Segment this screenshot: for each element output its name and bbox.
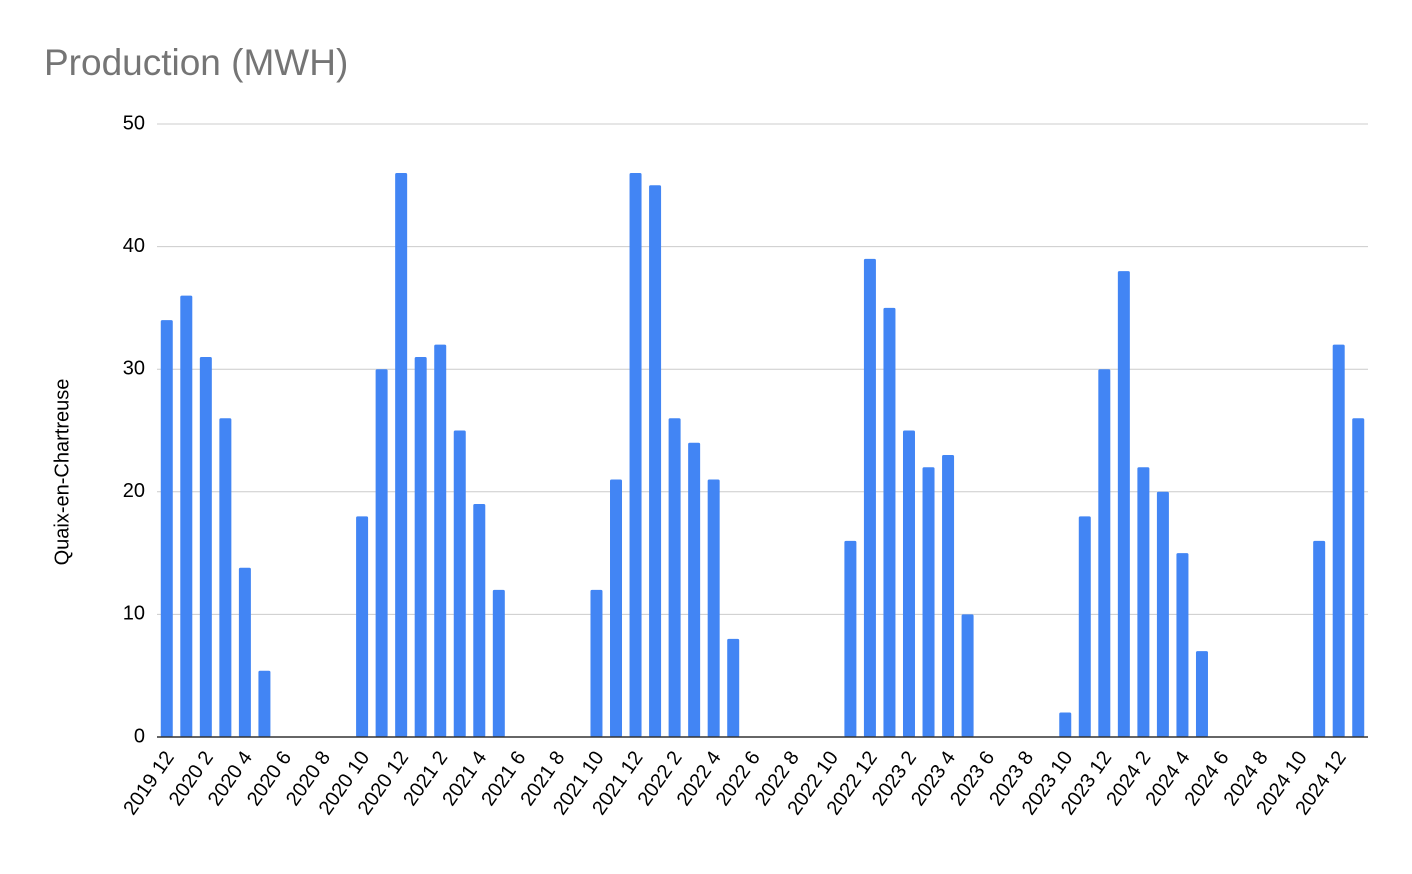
bar — [902, 430, 915, 737]
bar — [844, 540, 857, 737]
bar — [883, 307, 896, 737]
bar — [863, 258, 876, 737]
bar — [1156, 491, 1169, 737]
bar — [453, 430, 466, 737]
bar — [219, 418, 232, 737]
x-tick-label: 2019 12 — [119, 747, 178, 819]
y-tick-label: 30 — [123, 357, 145, 379]
bar — [649, 185, 662, 738]
bar — [942, 455, 955, 737]
bar — [668, 418, 681, 737]
bar — [1078, 516, 1091, 737]
bar — [629, 173, 642, 738]
y-axis-label: Quaix-en-Chartreuse — [51, 379, 73, 566]
y-tick-label: 50 — [123, 112, 145, 134]
bar — [180, 295, 193, 737]
bar — [473, 504, 486, 737]
bar — [688, 442, 701, 737]
bar — [199, 356, 212, 737]
bar — [375, 369, 388, 737]
bar — [922, 467, 935, 737]
bar — [1352, 418, 1365, 737]
bar — [1059, 712, 1072, 737]
bar — [160, 320, 173, 737]
bar — [414, 356, 427, 737]
bar — [1332, 344, 1345, 737]
y-tick-label: 0 — [134, 725, 145, 747]
bar — [1137, 467, 1150, 737]
bar — [1098, 369, 1111, 737]
bar — [1313, 540, 1326, 737]
bar — [492, 589, 505, 737]
bar — [258, 670, 271, 737]
bar — [238, 567, 251, 737]
bar — [1176, 553, 1189, 737]
bar — [1117, 271, 1130, 737]
y-tick-label: 40 — [123, 235, 145, 257]
bar — [610, 479, 623, 737]
y-tick-label: 10 — [123, 603, 145, 625]
bar — [707, 479, 720, 737]
bar — [356, 516, 369, 737]
bar — [727, 638, 740, 737]
bar — [1195, 651, 1208, 737]
bar — [590, 589, 603, 737]
chart-title: Production (MWH) — [44, 42, 348, 83]
bar — [434, 344, 447, 737]
bar — [395, 173, 408, 738]
y-tick-label: 20 — [123, 480, 145, 502]
bar — [961, 614, 974, 737]
